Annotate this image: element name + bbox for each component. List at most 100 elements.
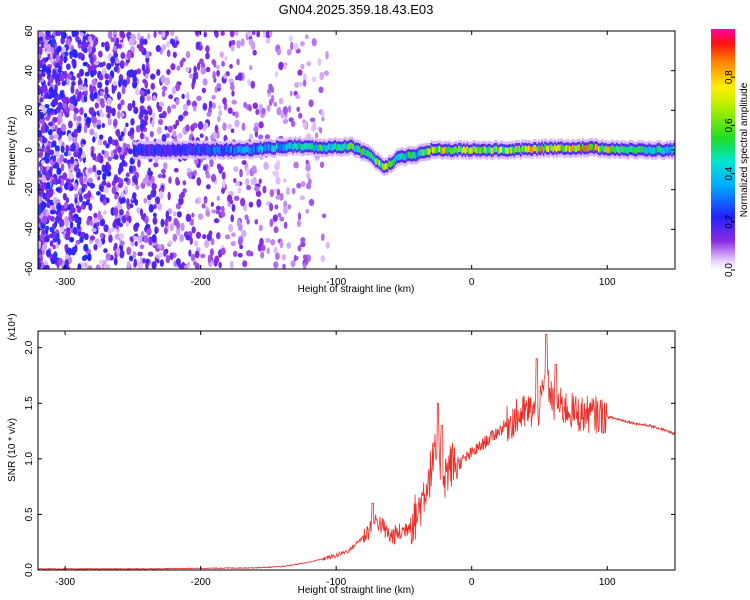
spectrogram-ridge-core <box>506 147 510 155</box>
spectrogram-ridge-core <box>399 153 402 160</box>
spectrogram-noise-cell <box>233 177 237 183</box>
spectrogram-ridge-core <box>391 159 394 167</box>
spectrogram-noise-cell <box>63 201 68 209</box>
spectrogram-noise-cell <box>211 58 216 66</box>
spectrogram-ridge-core <box>236 146 240 153</box>
spectrogram-ridge-core <box>388 160 391 167</box>
spectrogram-noise-cell <box>288 117 294 123</box>
spectrogram-noise-cell <box>234 111 239 119</box>
spectrogram-noise-cell <box>161 85 168 92</box>
spectrogram-noise-cell <box>202 233 207 240</box>
spectrogram-ridge-core <box>472 145 475 153</box>
spectrogram-noise-cell <box>124 148 128 156</box>
spectrogram-noise-cell <box>159 259 164 267</box>
x-tick-label: -100 <box>326 277 346 288</box>
spectrogram-noise-cell <box>234 119 240 128</box>
spectrogram-ridge-core <box>271 145 274 152</box>
spectrogram-noise-cell <box>178 197 184 206</box>
spectrogram-noise-cell <box>53 220 58 228</box>
spectrogram-noise-cell <box>68 214 72 223</box>
spectrogram-noise-cell <box>224 234 231 240</box>
spectrogram-ridge-core <box>329 143 332 151</box>
spectrogram-noise-cell <box>74 197 78 204</box>
spectrogram-noise-cell <box>117 146 122 153</box>
spectrogram-ridge-core <box>484 146 487 153</box>
spectrogram-ridge-core <box>232 147 235 154</box>
spectrogram-noise-cell <box>320 109 325 119</box>
spectrogram-noise-cell <box>143 197 148 204</box>
spectrogram-ridge-core <box>303 143 306 150</box>
spectrogram-ridge-core <box>651 147 654 155</box>
spectrogram-noise-cell <box>233 195 240 201</box>
spectrogram-ridge-core <box>659 146 663 153</box>
spectrogram-ridge-core <box>542 146 545 153</box>
spectrogram-noise-cell <box>106 264 111 269</box>
spectrogram-noise-cell <box>115 59 120 64</box>
spectrogram-noise-cell <box>106 62 112 70</box>
spectrogram-noise-cell <box>75 88 80 95</box>
spectrogram-noise-cell <box>216 82 222 89</box>
spectrogram-noise-cell <box>151 261 157 269</box>
spectrogram-noise-cell <box>45 210 50 217</box>
spectrogram-ridge-core <box>541 144 544 151</box>
spectrogram-noise-cell <box>203 164 207 171</box>
spectrogram-ridge-core <box>196 145 199 153</box>
spectrogram-ridge-core <box>615 145 619 152</box>
spectrogram-noise-cell <box>270 94 275 104</box>
spectrogram-ridge-core <box>667 147 671 154</box>
spectrogram-noise-cell <box>85 200 90 206</box>
spectrogram-noise-cell <box>182 103 188 111</box>
spectrogram-ridge-core <box>458 145 461 153</box>
spectrogram-ridge-core <box>437 146 440 153</box>
spectrogram-noise-cell <box>206 184 211 190</box>
spectrogram-noise-cell <box>104 164 108 174</box>
spectrogram-noise-cell <box>208 230 213 237</box>
spectrogram-noise-cell <box>44 104 50 109</box>
spectrogram-noise-cell <box>56 47 60 54</box>
spectrogram-noise-cell <box>297 81 303 87</box>
spectrogram-ridge-core <box>241 146 245 154</box>
spectrogram-ridge-core <box>297 143 300 150</box>
spectrogram-noise-cell <box>74 217 80 224</box>
spectrogram-noise-cell <box>71 81 76 87</box>
spectrogram-noise-cell <box>190 253 196 262</box>
spectrogram-ridge-core <box>339 144 342 151</box>
spectrogram-ridge-core <box>251 147 254 154</box>
spectrogram-noise-cell <box>177 132 183 139</box>
spectrogram-noise-cell <box>245 178 250 186</box>
spectrogram-noise-cell <box>117 110 121 119</box>
spectrogram-noise-cell <box>150 175 155 185</box>
spectrogram-ridge-core <box>282 144 285 151</box>
spectrogram-noise-cell <box>112 80 117 86</box>
spectrogram-noise-cell <box>93 212 98 219</box>
spectrogram-ridge-core <box>661 147 664 155</box>
spectrogram-noise-cell <box>52 141 57 148</box>
spectrogram-noise-cell <box>83 47 88 54</box>
spectrogram-ridge-core <box>646 147 650 154</box>
spectrogram-noise-cell <box>175 40 180 45</box>
spectrogram-noise-cell <box>87 177 94 184</box>
spectrogram-ridge-core <box>609 146 612 153</box>
spectrogram-noise-cell <box>296 219 302 228</box>
spectrogram-noise-cell <box>88 203 93 211</box>
spectrogram-noise-cell <box>108 75 112 84</box>
spectrogram-noise-cell <box>264 134 271 140</box>
spectrogram-noise-cell <box>161 134 167 143</box>
spectrogram-noise-cell <box>70 206 76 214</box>
spectrogram-ridge-core <box>362 148 365 155</box>
spectrogram-noise-cell <box>175 119 180 127</box>
spectrogram-ridge-core <box>199 147 202 154</box>
spectrogram-noise-cell <box>164 125 168 131</box>
spectrogram-noise-cell <box>323 70 330 76</box>
spectrogram-noise-cell <box>89 182 95 189</box>
spectrogram-noise-cell <box>237 237 243 246</box>
spectrogram-ridge-core <box>664 146 667 154</box>
spectrogram-ridge-core <box>158 146 162 154</box>
spectrogram-ridge-core <box>489 146 492 153</box>
spectrogram-noise-cell <box>107 31 113 40</box>
spectrogram-noise-cell <box>216 195 220 201</box>
spectrogram-noise-cell <box>320 255 326 263</box>
spectrogram-noise-cell <box>197 121 204 130</box>
spectrogram-noise-cell <box>133 106 139 115</box>
spectrogram-noise-cell <box>151 119 155 128</box>
